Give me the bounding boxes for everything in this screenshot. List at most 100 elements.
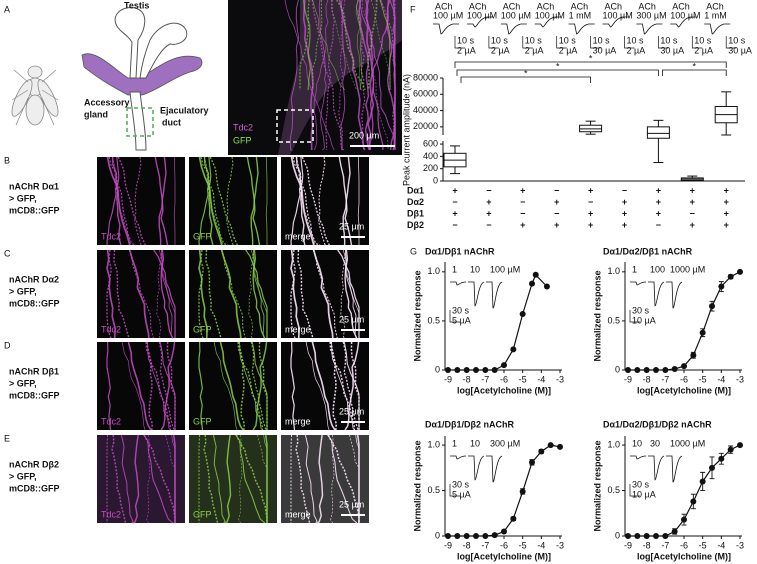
y-tick-label: 0: [435, 364, 440, 374]
x-axis-label: log[Acetylcholine (M)]: [637, 551, 731, 561]
y-axis-label: Normalized response: [592, 440, 602, 531]
significance-label: *: [693, 61, 697, 71]
inset-trace: [630, 281, 647, 286]
genotype: > GFP,: [9, 378, 37, 388]
data-point: [547, 442, 554, 449]
time-scale: 10 s: [457, 35, 475, 45]
fiber: [389, 0, 396, 150]
trace-agonist: ACh: [571, 1, 589, 11]
fiber: [312, 249, 334, 339]
x-axis-label: log[Acetylcholine (M)]: [457, 385, 551, 395]
data-point: [463, 367, 470, 373]
fiber: [355, 0, 361, 90]
fiber: [238, 434, 243, 524]
current-scale: 5 µA: [452, 489, 471, 499]
x-tick-label: -6: [680, 540, 688, 550]
genotype: nAChR Dβ2: [9, 459, 59, 469]
data-point: [501, 362, 507, 369]
panel-letter: D: [4, 340, 11, 350]
chart-title: Dα1/Dβ1 nAChR: [425, 246, 495, 256]
scale-bracket: [629, 484, 640, 497]
composition-sign: +: [588, 220, 593, 230]
fiber: [156, 249, 163, 339]
data-point: [557, 443, 563, 450]
scale-bracket: [691, 36, 703, 49]
x-tick-label: -8: [463, 540, 471, 550]
data-point: [727, 273, 734, 280]
channel-label: GFP: [193, 416, 212, 426]
panel-letter: B: [4, 155, 10, 165]
x-tick-label: -7: [661, 374, 669, 384]
channel-label: merge: [285, 324, 311, 334]
fiber: [106, 341, 112, 431]
data-point: [709, 464, 715, 471]
data-point: [445, 533, 451, 539]
y-tick-label: 0: [615, 530, 620, 540]
data-point: [491, 532, 498, 539]
fly-leg: [13, 69, 29, 83]
genotype: > GFP,: [9, 471, 37, 481]
channel-label: Tdc2: [101, 231, 121, 241]
fly-sketch: [25, 94, 45, 126]
fiber: [263, 434, 268, 523]
scale-bracket: [629, 310, 640, 323]
fiber: [251, 341, 268, 430]
fiber: [367, 0, 378, 91]
y-tick-label: 0.5: [427, 315, 440, 325]
x-tick-label: -9: [444, 540, 452, 550]
y-axis-label: Normalized response: [592, 270, 602, 361]
x-tick-label: -9: [624, 374, 632, 384]
scale-bracket: [556, 36, 567, 49]
data-point: [643, 367, 650, 373]
inset-concentration: 1000 µM: [670, 438, 705, 448]
x-tick-label: -8: [643, 540, 651, 550]
data-point: [519, 311, 526, 318]
fiber: [239, 341, 264, 431]
fiber: [158, 156, 167, 246]
fiber: [198, 341, 204, 431]
fiber: [132, 434, 140, 524]
fiber: [173, 156, 176, 245]
fiber: [327, 434, 360, 523]
fly-leg: [11, 89, 29, 101]
trace-agonist: ACh: [537, 1, 555, 11]
fiber: [330, 0, 358, 91]
current-scale: 30 µA: [728, 45, 752, 55]
fiber: [111, 156, 122, 246]
composition-sign: −: [656, 220, 661, 230]
x-tick-label: -7: [481, 540, 489, 550]
trace-agonist: ACh: [638, 1, 656, 11]
significance-label: *: [589, 53, 593, 63]
y-tick-label: 200: [423, 163, 438, 173]
composition-sign: −: [690, 208, 695, 218]
trace-concentration: 100 µM: [467, 10, 497, 20]
x-tick-label: -6: [680, 374, 688, 384]
chart-title: Dα1/Dβ1/Dβ2 nAChR: [425, 419, 515, 429]
fiber: [205, 249, 222, 339]
fiber: [158, 341, 175, 431]
x-tick-label: -4: [537, 374, 545, 384]
fiber: [295, 156, 306, 246]
fiber: [128, 249, 154, 339]
significance-label: *: [524, 68, 528, 78]
panel-letter: G: [410, 246, 417, 256]
x-tick-label: -3: [736, 540, 744, 550]
fiber: [337, 249, 360, 338]
fiber: [290, 341, 296, 431]
data-point: [625, 533, 631, 539]
fiber: [304, 434, 318, 524]
time-scale: 30 s: [452, 479, 470, 489]
genotype: > GFP,: [9, 193, 37, 203]
x-tick-label: -5: [519, 374, 527, 384]
trace-concentration: 1 mM: [704, 10, 727, 20]
testis: [114, 7, 146, 79]
x-tick-label: -5: [699, 374, 707, 384]
trace-agonist: ACh: [435, 1, 453, 11]
data-point: [727, 446, 734, 453]
composition-sign: +: [554, 220, 559, 230]
y-tick-label: 1.0: [607, 439, 620, 449]
fiber: [258, 341, 268, 430]
fiber: [120, 434, 134, 524]
current-trace: [433, 23, 459, 35]
trace-concentration: 100 µM: [535, 10, 565, 20]
